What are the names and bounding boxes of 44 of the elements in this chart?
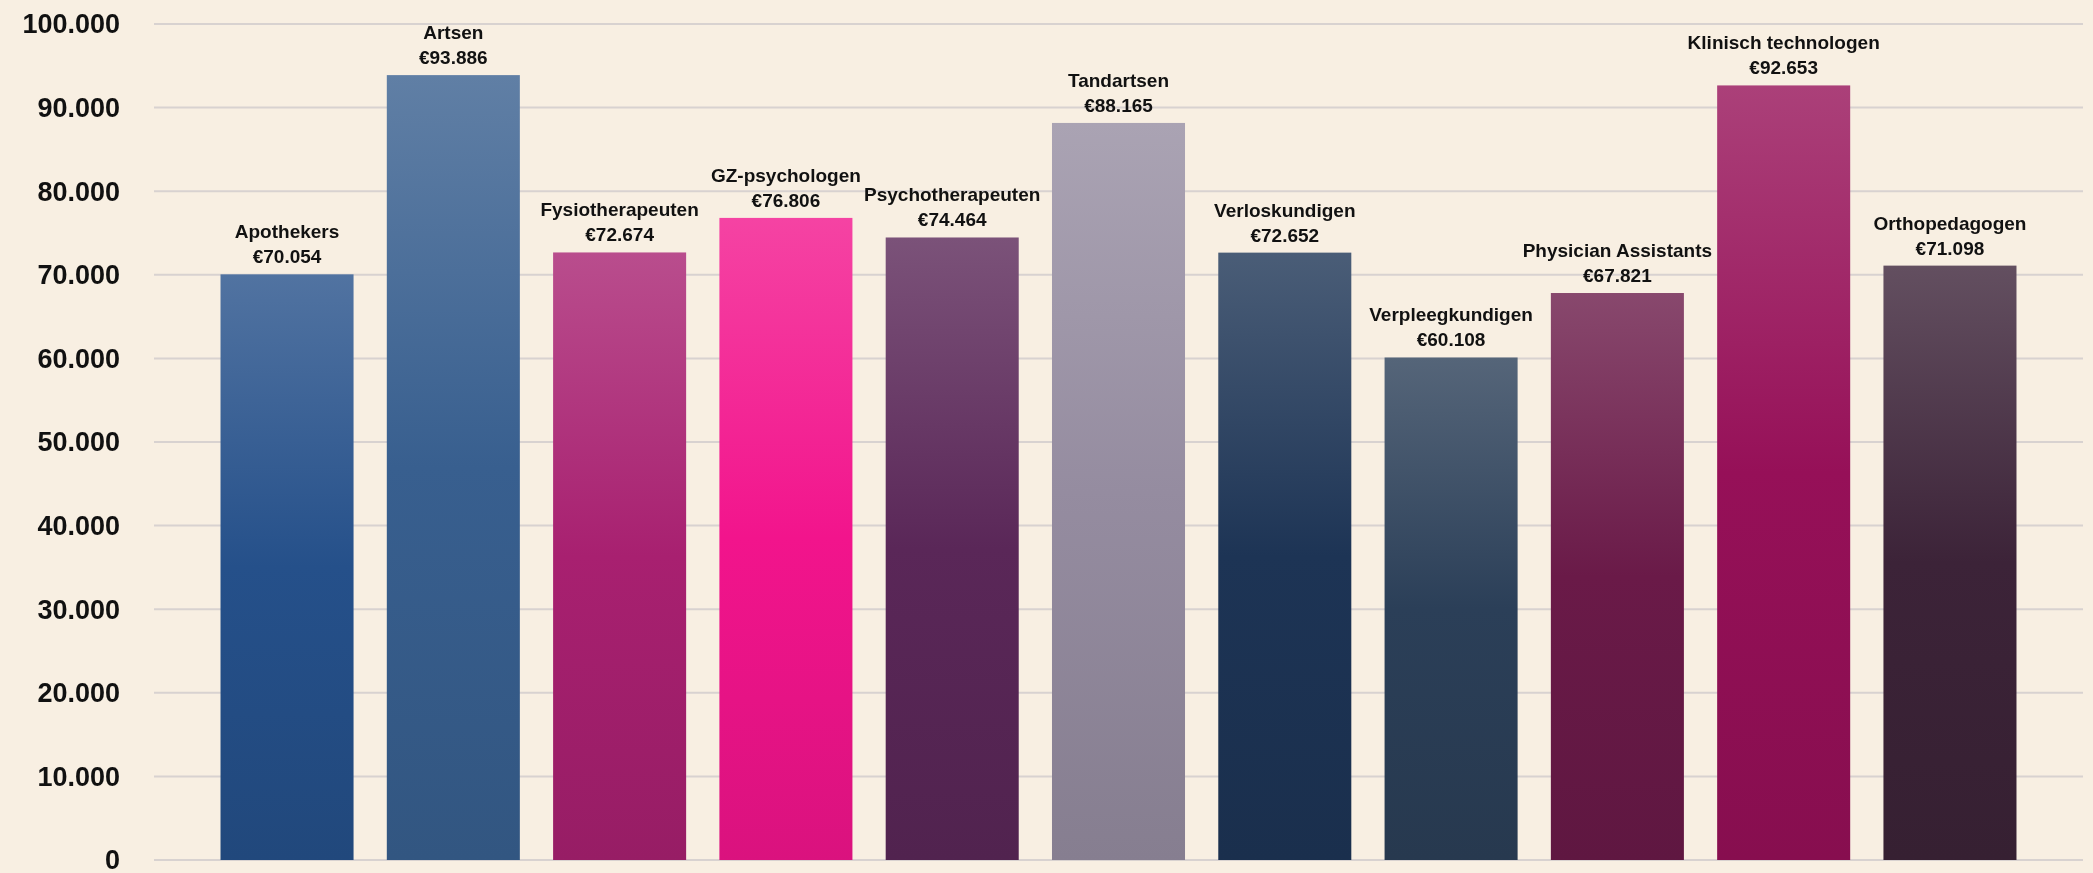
x-tick-label: Verloskundigen [1214, 199, 1356, 221]
y-tick-label: 100.000 [22, 9, 120, 40]
data-label: €76.806 [751, 189, 821, 211]
data-label: €60.108 [1416, 329, 1486, 351]
x-tick-label: Klinisch technologen [1687, 32, 1880, 54]
bar [220, 274, 354, 860]
y-tick-label: 60.000 [37, 343, 120, 374]
y-tick-label: 80.000 [37, 176, 120, 207]
x-tick-label: Verpleegkundigen [1369, 304, 1533, 326]
data-label: €88.165 [1084, 94, 1154, 116]
x-tick-label: Orthopedagogen [1873, 212, 2027, 234]
y-tick-label: 50.000 [37, 427, 120, 458]
y-tick-label: 90.000 [37, 93, 120, 124]
bar [1550, 293, 1684, 860]
data-label: €70.054 [252, 246, 322, 268]
bar [386, 75, 520, 860]
x-tick-label: Tandartsen [1067, 69, 1170, 91]
data-label: €74.464 [917, 209, 987, 231]
x-tick-label: Apothekers [234, 221, 340, 243]
bar [719, 217, 853, 860]
data-label: €93.886 [418, 47, 488, 69]
data-label: €92.653 [1749, 57, 1819, 79]
y-tick-label: 40.000 [37, 511, 120, 542]
x-tick-label: Artsen [423, 22, 484, 44]
data-label: €72.652 [1250, 224, 1320, 246]
bar [1717, 85, 1851, 860]
bar [553, 252, 687, 860]
y-tick-label: 30.000 [37, 594, 120, 625]
y-tick-label: 10.000 [37, 761, 120, 792]
bar [1384, 357, 1518, 860]
y-tick-label: 0 [104, 845, 120, 873]
data-label: €71.098 [1915, 237, 1985, 259]
y-tick-label: 20.000 [37, 678, 120, 709]
x-tick-label: Fysiotherapeuten [540, 199, 699, 221]
data-label: €72.674 [585, 224, 655, 246]
x-tick-label: Psychotherapeuten [864, 184, 1041, 206]
bar [885, 237, 1019, 860]
x-tick-label: Physician Assistants [1522, 240, 1713, 262]
y-tick-label: 70.000 [37, 260, 120, 291]
bar [1218, 252, 1352, 860]
data-label: €67.821 [1583, 265, 1653, 287]
bar [1051, 122, 1186, 860]
x-tick-label: GZ-psychologen [710, 164, 861, 186]
bar [1883, 265, 2017, 860]
